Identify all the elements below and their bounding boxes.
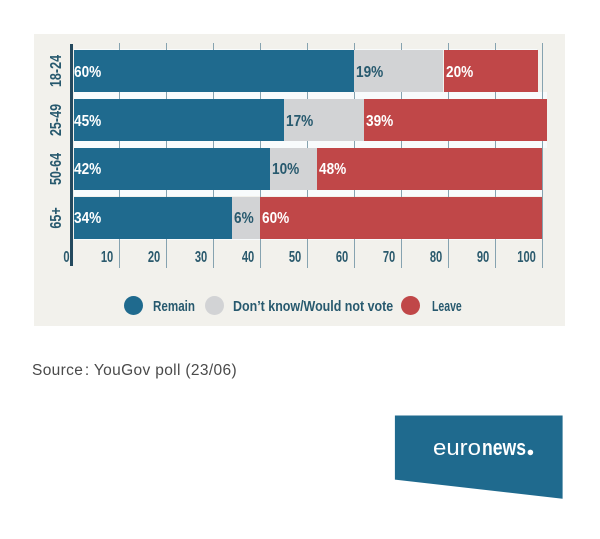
- svg-text:euro: euro: [433, 435, 481, 460]
- svg-text:news: news: [482, 435, 526, 460]
